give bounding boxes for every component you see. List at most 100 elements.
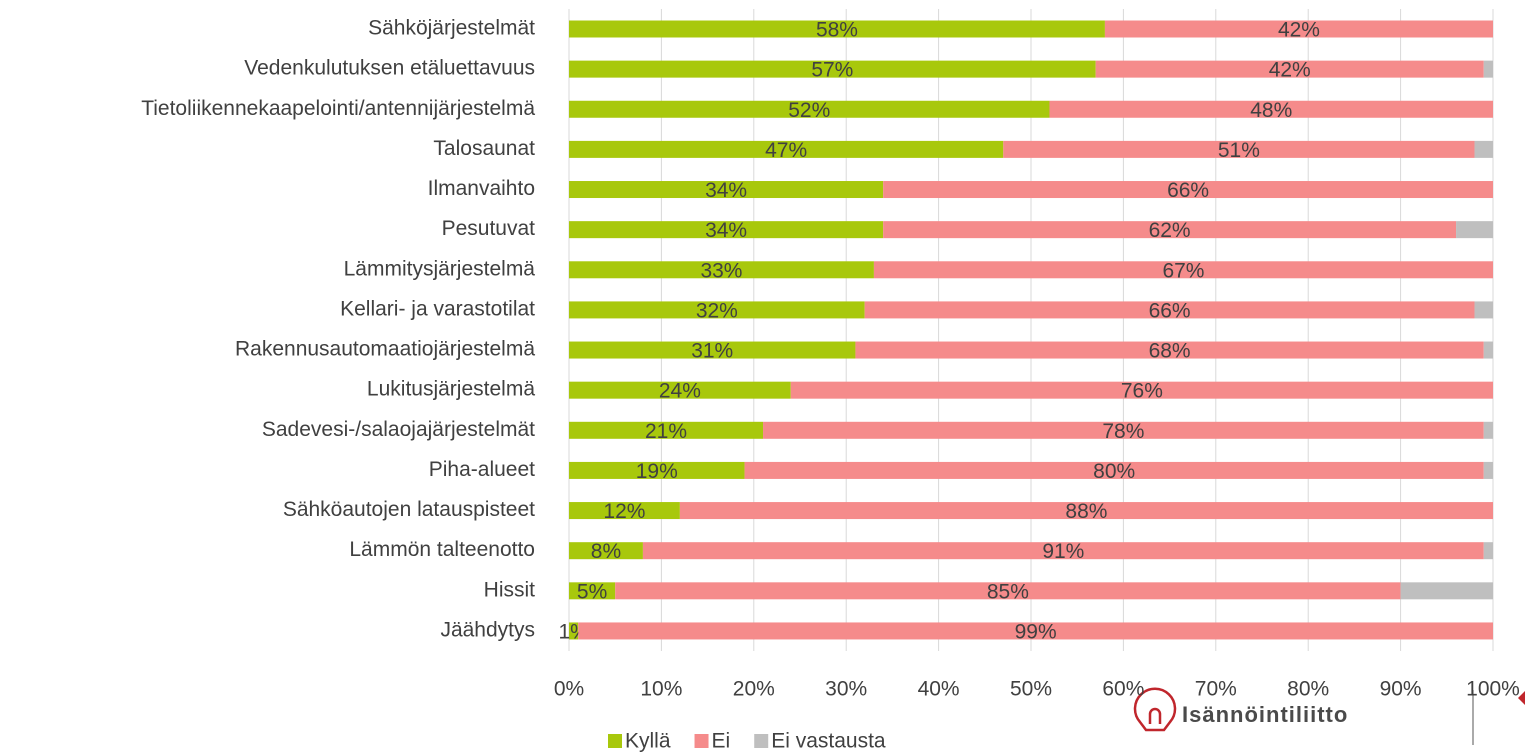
bar-segment [569,421,764,439]
y-tick-label: Kellari- ja varastotilat [340,297,535,320]
bar-segment [1456,221,1493,239]
y-tick-label: Pesutuvat [442,217,536,240]
data-label: 5% [577,580,607,603]
bar-segment [1483,421,1493,439]
bar-segment [1104,20,1493,38]
data-label: 62% [1149,219,1191,242]
data-label: 88% [1065,500,1107,523]
x-tick-label: 90% [1380,678,1422,701]
data-label: 12% [603,500,645,523]
bar-segment [569,221,884,239]
logo-text: Isännöintiliitto [1182,702,1348,727]
data-label: 21% [645,420,687,443]
x-tick-label: 80% [1287,678,1329,701]
logo-icon [1133,687,1177,732]
bar-segment [855,341,1484,359]
bar-segment [1003,140,1475,158]
legend-swatch [694,734,709,748]
bar-segment [883,181,1493,199]
y-tick-label: Lukitusjärjestelmä [367,378,535,401]
data-label: 58% [816,19,858,42]
bar-segment [615,582,1401,600]
bar-segment [569,461,745,479]
data-label: 48% [1250,99,1292,122]
data-label: 24% [659,380,701,403]
bar-segment [790,381,1493,399]
bar-segment [1049,100,1493,118]
y-tick-label: Sähköjärjestelmät [368,17,535,40]
legend-swatch [608,734,622,748]
x-tick-label: 60% [1102,678,1144,701]
y-tick-label: Sähköautojen latauspisteet [283,498,535,521]
x-tick-label: 20% [733,678,775,701]
y-tick-label: Hissit [484,578,535,601]
y-tick-label: Lämmön talteenotto [349,538,535,561]
data-label: 78% [1102,420,1144,443]
x-tick-label: 40% [918,678,960,701]
data-label: 66% [1167,179,1209,202]
legend-label: Ei [712,730,731,753]
bar-segment [569,181,884,199]
data-label: 91% [1042,540,1084,563]
y-tick-label: Piha-alueet [429,458,535,481]
bar-segment [1095,60,1484,78]
data-label: 34% [705,219,747,242]
y-tick-label: Sadevesi-/salaojajärjestelmät [262,418,535,441]
bar-segment [1483,60,1493,78]
bar-segment [569,60,1096,78]
data-label: 47% [765,139,807,162]
bar-segment [1474,140,1493,158]
bar-segment [883,221,1457,239]
legend-label: Kyllä [625,730,671,753]
bar-segment [1483,341,1493,359]
y-tick-label: Ilmanvaihto [428,177,535,200]
data-label: 85% [987,580,1029,603]
data-label: 42% [1278,19,1320,42]
bar-segment [1483,461,1493,479]
bar-segment [1483,542,1493,560]
bar-segment [873,261,1493,279]
x-tick-label: 30% [825,678,867,701]
bar-segment [763,421,1484,439]
data-label: 57% [811,59,853,82]
data-label: 8% [591,540,621,563]
bar-segment [569,582,616,600]
data-label: 33% [700,259,742,282]
logo-icon-inner [1148,707,1162,724]
bar-segment [569,140,1004,158]
bar-segment [569,261,874,279]
x-tick-label: 0% [554,678,584,701]
data-label: 52% [788,99,830,122]
bar-segment [679,502,1493,520]
x-tick-label: 50% [1010,678,1052,701]
y-tick-label: Rakennusautomaatiojärjestelmä [235,338,535,361]
x-tick-label: 10% [640,678,682,701]
legend-label: Ei vastausta [771,730,886,753]
data-label: 42% [1269,59,1311,82]
x-tick-label: 70% [1195,678,1237,701]
data-label: 99% [1015,620,1057,643]
logo: Isännöintiliitto [1133,687,1525,745]
data-label: 67% [1162,259,1204,282]
data-label: 32% [696,299,738,322]
y-tick-label: Lämmitysjärjestelmä [344,257,536,280]
y-tick-label: Tietoliikennekaapelointi/antennijärjeste… [141,97,535,120]
data-label: 19% [636,460,678,483]
y-tick-label: Talosaunat [433,137,535,160]
y-tick-label: Jäähdytys [440,618,535,641]
bar-segment [569,502,680,520]
bar-segment [578,622,1493,640]
bar-segment [569,20,1105,38]
bar-segment [1400,582,1493,600]
bar-segment [744,461,1484,479]
bar-segment [569,381,791,399]
data-label: 34% [705,179,747,202]
data-label: 31% [691,340,733,363]
data-label: 51% [1218,139,1260,162]
bar-segment [569,622,579,640]
data-label: 80% [1093,460,1135,483]
data-label: 68% [1149,340,1191,363]
bar-segment [569,542,643,560]
bar-segment [569,301,865,319]
